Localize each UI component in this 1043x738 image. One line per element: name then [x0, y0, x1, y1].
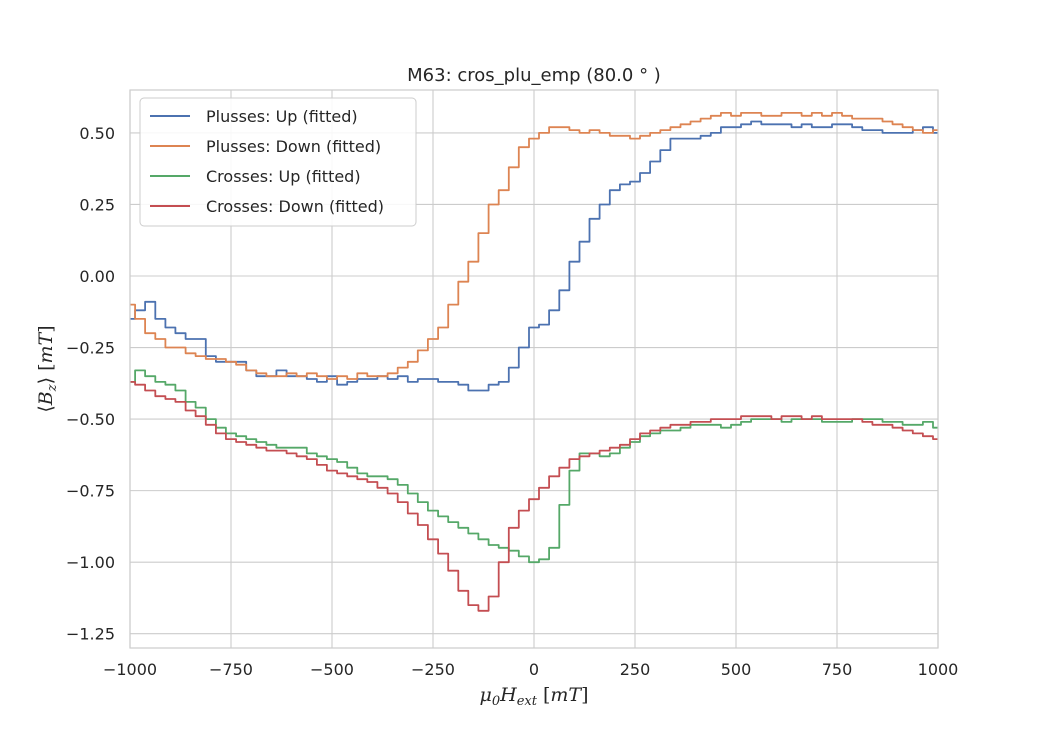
chart-title: M63: cros_plu_emp (80.0 ° ) — [407, 65, 661, 86]
legend-label: Crosses: Up (fitted) — [206, 167, 361, 186]
y-tick-label: −1.00 — [66, 553, 115, 572]
series-line-2 — [130, 112, 938, 380]
y-tick-label: −0.75 — [66, 482, 115, 501]
series-line-3 — [130, 369, 938, 564]
x-tick-label: −500 — [310, 660, 354, 679]
y-tick-label: 0.00 — [79, 267, 115, 286]
y-axis-label: ⟨Bz⟩ [mT] — [35, 325, 60, 412]
y-tick-label: 0.25 — [79, 195, 115, 214]
x-tick-label: 500 — [721, 660, 752, 679]
legend-label: Plusses: Down (fitted) — [206, 137, 381, 156]
y-tick-label: −1.25 — [66, 625, 115, 644]
x-tick-label: 0 — [529, 660, 539, 679]
x-tick-labels: −1000 −750 −500 −250 0 250 500 750 1000 — [103, 660, 958, 679]
y-tick-label: 0.50 — [79, 124, 115, 143]
legend-box — [139, 97, 417, 227]
legend: Plusses: Up (fitted) Plusses: Down (fitte… — [139, 97, 417, 227]
x-tick-label: 1000 — [918, 660, 959, 679]
y-tick-label: −0.50 — [66, 410, 115, 429]
y-tick-label: −0.25 — [66, 339, 115, 358]
x-tick-label: −250 — [411, 660, 455, 679]
series-line-4 — [130, 381, 938, 612]
x-tick-label: −1000 — [103, 660, 157, 679]
series-group — [130, 112, 938, 612]
y-tick-labels: −1.25 −1.00 −0.75 −0.50 −0.25 0.00 0.25 0.50 — [66, 124, 115, 644]
x-tick-label: 750 — [822, 660, 853, 679]
plot-frame — [129, 89, 939, 649]
x-tick-label: 250 — [620, 660, 651, 679]
x-tick-label: −750 — [209, 660, 253, 679]
legend-label: Plusses: Up (fitted) — [206, 107, 358, 126]
legend-label: Crosses: Down (fitted) — [206, 197, 384, 216]
